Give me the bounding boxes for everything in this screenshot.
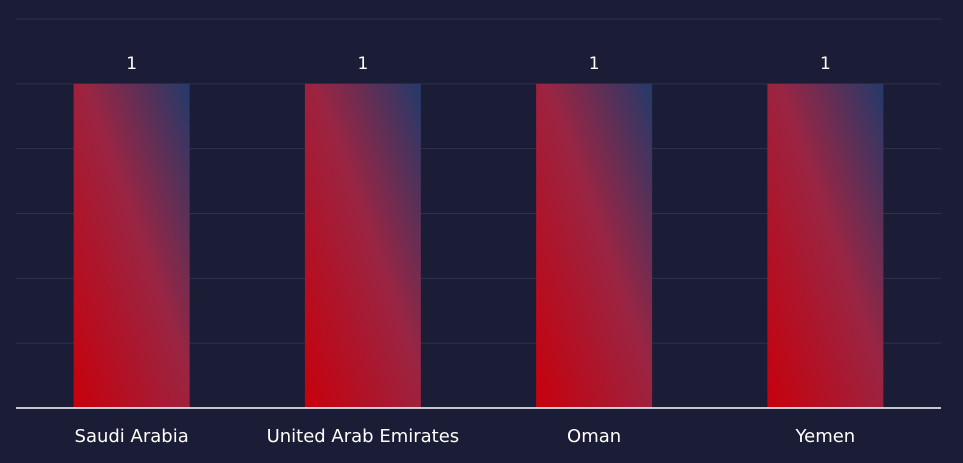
data-labels: 1 1 1 1 xyxy=(126,54,831,74)
data-label: 1 xyxy=(820,54,831,74)
data-label: 1 xyxy=(357,54,368,74)
bar-oman[interactable] xyxy=(536,83,653,408)
bar-saudi-arabia[interactable] xyxy=(73,83,190,408)
data-label: 1 xyxy=(126,54,137,74)
bar-yemen[interactable] xyxy=(767,83,884,408)
data-label: 1 xyxy=(589,54,600,74)
category-label: United Arab Emirates xyxy=(267,426,460,447)
category-label: Yemen xyxy=(795,426,856,447)
bar-united-arab-emirates[interactable] xyxy=(304,83,421,408)
category-labels: Saudi Arabia United Arab Emirates Oman Yeme… xyxy=(75,426,856,447)
category-label: Saudi Arabia xyxy=(75,426,189,447)
bars xyxy=(73,83,884,408)
category-label: Oman xyxy=(567,426,621,447)
